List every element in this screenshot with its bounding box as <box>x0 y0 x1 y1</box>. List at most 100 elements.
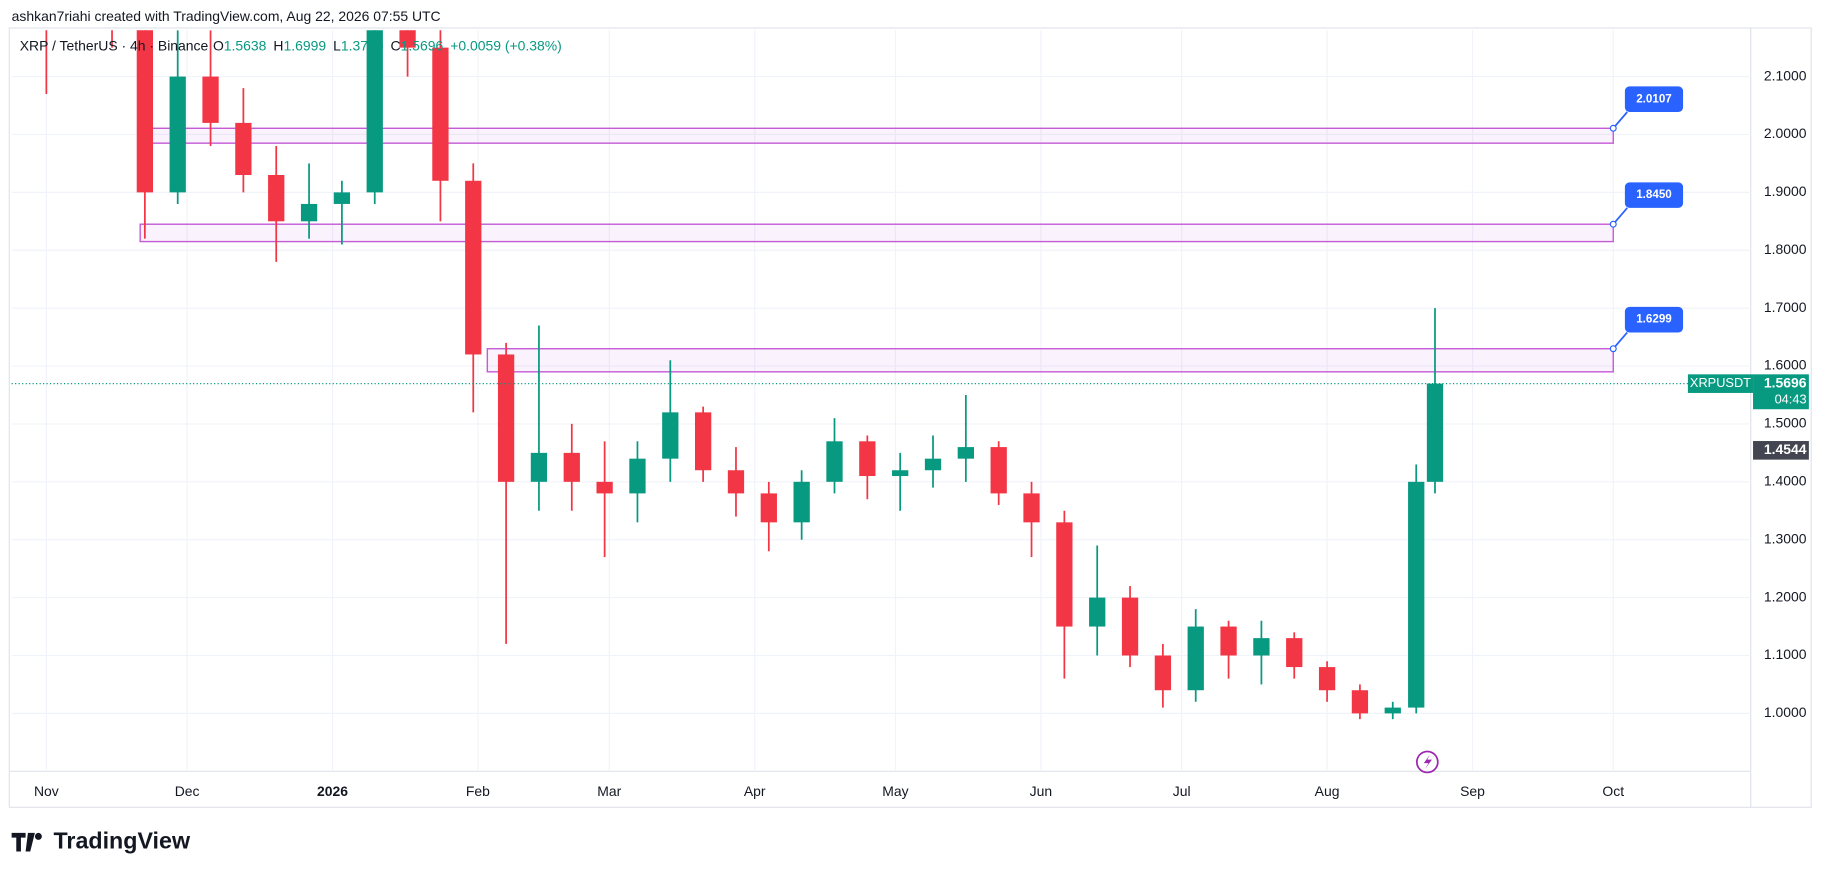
candle-body <box>793 481 810 523</box>
candle-body <box>366 30 383 193</box>
zone-tag <box>1624 86 1684 112</box>
y-tick-label: 1.5000 <box>1764 415 1807 431</box>
candle-body <box>662 412 679 459</box>
alert-icon <box>1415 750 1439 774</box>
x-tick-label: 2026 <box>317 783 348 799</box>
candle-body <box>727 470 745 494</box>
y-tick-label: 1.0000 <box>1764 704 1807 720</box>
candle-body <box>1121 597 1139 656</box>
candle-body <box>563 452 580 482</box>
candle-body <box>1023 493 1040 523</box>
candle-body <box>826 441 843 482</box>
x-tick-label: Dec <box>175 783 200 799</box>
x-tick-label: Nov <box>34 783 59 799</box>
axes: 1.0000 1.1000 1.2000 1.3000 1.4000 1.5000 1.60… <box>11 67 1809 799</box>
candle-body <box>990 447 1007 494</box>
candle-body <box>1351 690 1369 714</box>
candles <box>45 30 1444 720</box>
zone <box>139 223 1614 243</box>
symbol-tag <box>1687 374 1754 393</box>
zone-tag <box>1624 306 1684 333</box>
zone-anchor <box>1609 124 1617 132</box>
zone-pointer <box>1612 111 1628 129</box>
candle-body <box>1426 383 1444 482</box>
candle-body <box>432 47 449 181</box>
x-tick-label: Jun <box>1030 783 1052 799</box>
frame <box>8 27 1812 808</box>
x-tick-label: Oct <box>1602 783 1624 799</box>
candle-body <box>1384 707 1401 714</box>
y-tick-label: 2.0000 <box>1764 125 1807 141</box>
y-tick-label: 1.4000 <box>1764 473 1807 489</box>
candle-body <box>760 493 777 523</box>
zone-pointer <box>1612 207 1628 225</box>
zone <box>486 348 1614 373</box>
candle-body <box>235 122 252 176</box>
zone-anchor <box>1609 345 1617 353</box>
candle-body <box>268 175 285 222</box>
y-tick-label: 1.1000 <box>1764 646 1807 662</box>
open: 1.5638 <box>224 37 267 53</box>
candle-body <box>1318 667 1336 691</box>
last-price-tag <box>1753 374 1809 410</box>
c-label: C <box>390 37 400 53</box>
change: +0.0059 (+0.38%) <box>450 37 562 53</box>
y-tick-label: 1.7000 <box>1764 299 1807 315</box>
candle-body <box>136 30 154 193</box>
brand: TradingView <box>54 827 191 853</box>
x-tick-label: May <box>882 783 908 799</box>
candle-body <box>1408 481 1425 708</box>
candle-body <box>629 458 646 494</box>
candle-body <box>859 441 876 477</box>
price-tag <box>1753 441 1809 460</box>
candle-body <box>892 470 909 477</box>
x-tick-label: Apr <box>744 783 766 799</box>
symbol-tag-label: XRPUSDT <box>1690 375 1751 390</box>
zone-tag <box>1624 182 1684 208</box>
y-tick-label: 1.6000 <box>1764 357 1807 373</box>
symbol: XRP / TetherUS · 4h · Binance <box>20 37 209 53</box>
candle-body <box>333 192 351 204</box>
l-label: L <box>333 37 341 53</box>
candle-body <box>465 180 482 355</box>
candle-body <box>1154 655 1172 691</box>
candle-body <box>924 458 942 471</box>
x-tick-label: Sep <box>1460 783 1485 799</box>
x-tick-label: Jul <box>1173 783 1191 799</box>
o-label: O <box>213 37 224 53</box>
zone-tag-label: 1.8450 <box>1636 188 1672 201</box>
candle-body <box>300 203 318 222</box>
candle-body <box>1187 626 1204 691</box>
candle-body <box>399 30 416 48</box>
x-tick-label: Aug <box>1315 783 1340 799</box>
candle-body <box>1220 626 1237 656</box>
y-tick-label: 2.1000 <box>1764 67 1807 83</box>
candle-body <box>1286 638 1303 668</box>
candle-body <box>1089 597 1106 627</box>
zone-tag-label: 2.0107 <box>1636 92 1672 105</box>
x-tick-label: Mar <box>597 783 621 799</box>
low: 1.3780 <box>341 37 384 53</box>
price-tag-label: 1.4544 <box>1764 441 1807 457</box>
y-tick-label: 1.9000 <box>1764 183 1807 199</box>
y-tick-label: 1.2000 <box>1764 588 1807 604</box>
x-tick-label: Feb <box>466 783 490 799</box>
zone <box>139 127 1614 144</box>
zones: 2.0107 1.8450 1.6299 <box>139 86 1684 373</box>
watermark-title: ashkan7riahi created with TradingView.co… <box>12 8 441 24</box>
high: 1.6999 <box>283 37 326 53</box>
zone-anchor <box>1609 220 1617 228</box>
y-tick-label: 1.3000 <box>1764 530 1807 546</box>
last-price-label: 1.5696 <box>1764 374 1807 390</box>
candle-body <box>169 76 186 193</box>
candle-body <box>202 76 219 123</box>
brand-logo <box>11 832 42 852</box>
candle-body <box>497 354 515 482</box>
h-label: H <box>273 37 283 53</box>
grid <box>11 30 1751 772</box>
countdown-label: 04:43 <box>1775 391 1807 406</box>
candle-body <box>694 412 712 471</box>
candle-body <box>1253 638 1270 656</box>
close: 1.5696 <box>401 37 444 53</box>
